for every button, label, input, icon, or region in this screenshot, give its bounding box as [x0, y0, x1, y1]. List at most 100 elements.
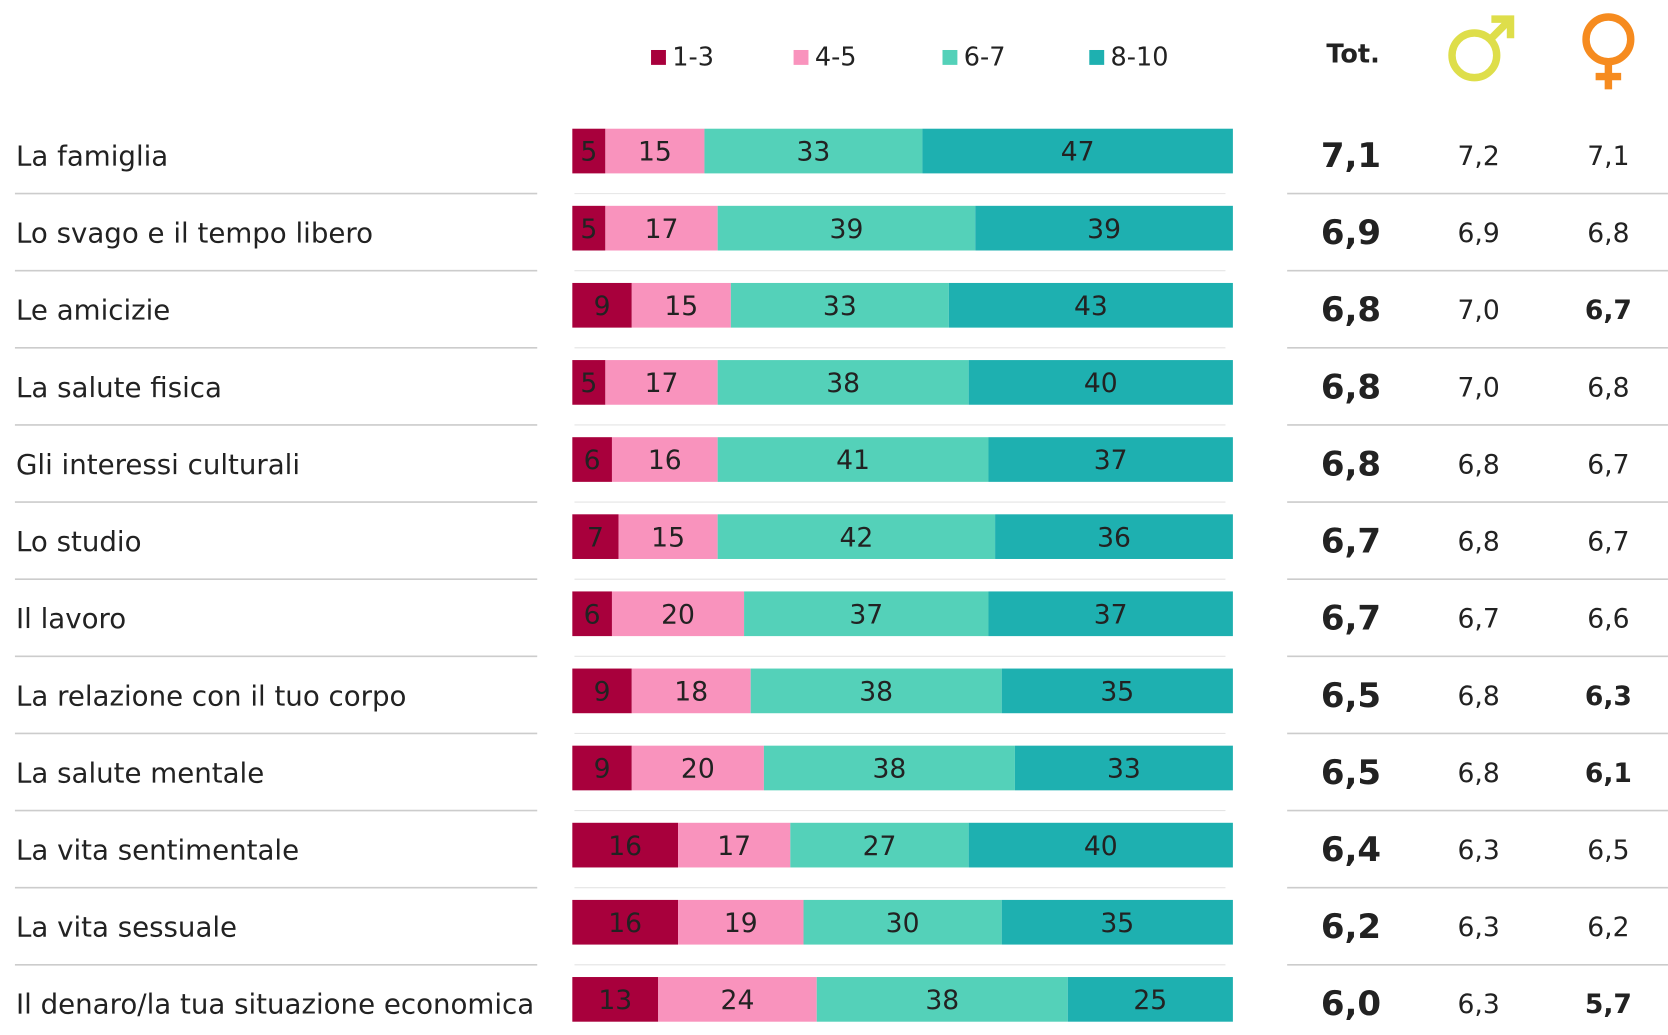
score-value: 6,8: [1321, 444, 1381, 484]
bar-segment: [968, 822, 1233, 868]
bar-segment: [816, 977, 1068, 1022]
bar-label: 15: [638, 137, 672, 168]
bar-segment: [678, 899, 804, 945]
bar-segment: [717, 514, 996, 559]
bar-segment: [658, 977, 817, 1022]
legend-label: 8-10: [1111, 43, 1169, 73]
score-value: 6,8: [1587, 218, 1629, 249]
bar-label: 13: [598, 985, 632, 1016]
bar-label: 37: [1094, 599, 1128, 630]
bar-label: 15: [664, 291, 698, 322]
bar-label: 39: [830, 214, 864, 245]
legend-swatch: [793, 49, 809, 65]
bar-segment: [717, 360, 969, 405]
score-value: 6,8: [1457, 681, 1499, 712]
bar-segment: [744, 591, 989, 637]
bar-segment: [763, 745, 1015, 791]
category-label: La famiglia: [16, 139, 168, 172]
score-value: 6,6: [1587, 604, 1629, 635]
bar-label: 47: [1061, 137, 1095, 168]
bar-label: 35: [1100, 677, 1134, 708]
bar-label: 33: [797, 137, 831, 168]
bar-segment: [611, 591, 745, 637]
score-value: 6,9: [1321, 213, 1381, 253]
bar-label: 9: [594, 677, 611, 708]
bar-segment: [572, 205, 606, 251]
category-label: La vita sentimentale: [16, 834, 299, 867]
score-value: 6,2: [1587, 912, 1629, 943]
bar-segment: [968, 360, 1233, 405]
bar-label: 40: [1084, 831, 1118, 862]
score-value: 7,2: [1457, 141, 1499, 172]
category-label: Il denaro/la tua situazione economica: [16, 988, 534, 1021]
score-value: 6,3: [1585, 681, 1632, 712]
bar-label: 5: [580, 368, 597, 399]
bar-segment: [948, 282, 1233, 328]
score-value: 6,9: [1457, 218, 1499, 249]
bar-label: 30: [886, 908, 920, 939]
bar-segment: [730, 282, 949, 328]
category-label: Il lavoro: [16, 602, 126, 635]
legend-swatch: [942, 49, 958, 65]
bar-label: 16: [608, 908, 642, 939]
score-value: 6,0: [1321, 984, 1381, 1024]
bar-segment: [631, 282, 731, 328]
bar-segment: [717, 437, 989, 482]
bar-label: 39: [1087, 214, 1121, 245]
bar-label: 42: [839, 522, 873, 553]
bar-segment: [605, 205, 718, 251]
bar-segment: [572, 822, 679, 868]
bar-segment: [572, 437, 612, 482]
legend-label: 1-3: [672, 43, 714, 73]
bar-label: 41: [836, 445, 870, 476]
bar-label: 35: [1100, 908, 1134, 939]
score-value: 6,7: [1457, 604, 1499, 635]
bar-segment: [631, 668, 751, 714]
bar-label: 36: [1097, 522, 1131, 553]
score-value: 7,1: [1587, 141, 1629, 172]
bar-label: 9: [594, 291, 611, 322]
bar-segment: [803, 899, 1002, 945]
bar-label: 37: [849, 599, 883, 630]
bar-label: 6: [584, 599, 601, 630]
bar-segment: [988, 437, 1233, 482]
score-value: 7,0: [1457, 372, 1499, 403]
score-value: 6,3: [1457, 835, 1499, 866]
score-value: 6,5: [1587, 835, 1629, 866]
score-value: 6,1: [1585, 758, 1632, 789]
bar-label: 9: [594, 754, 611, 785]
bar-segment: [572, 745, 632, 791]
legend-swatch: [1089, 49, 1105, 65]
bar-label: 20: [661, 599, 695, 630]
bar-label: 19: [724, 908, 758, 939]
bar-segment: [605, 360, 718, 405]
score-value: 7,0: [1457, 295, 1499, 326]
bar-segment: [611, 437, 718, 482]
bar-segment: [1001, 899, 1233, 945]
bar-segment: [572, 282, 632, 328]
score-value: 6,4: [1321, 830, 1381, 870]
bar-segment: [572, 591, 612, 637]
bar-segment: [572, 977, 659, 1022]
bar-label: 27: [863, 831, 897, 862]
bar-segment: [995, 514, 1233, 559]
score-value: 7,1: [1321, 136, 1381, 176]
bar-label: 43: [1074, 291, 1108, 322]
bar-segment: [922, 128, 1233, 174]
bar-label: 20: [681, 754, 715, 785]
score-value: 5,7: [1585, 989, 1632, 1020]
score-value: 6,7: [1585, 295, 1632, 326]
bar-label: 5: [580, 214, 597, 245]
score-value: 6,8: [1321, 290, 1381, 330]
score-value: 6,8: [1457, 527, 1499, 558]
bar-segment: [572, 899, 679, 945]
bar-label: 18: [674, 677, 708, 708]
bar-label: 6: [584, 445, 601, 476]
bar-label: 37: [1094, 445, 1128, 476]
bar-label: 38: [872, 754, 906, 785]
bar-segment: [605, 128, 705, 174]
category-label: La relazione con il tuo corpo: [16, 679, 406, 712]
bar-segment: [631, 745, 764, 791]
male-icon: [1448, 15, 1515, 82]
score-value: 6,3: [1457, 989, 1499, 1020]
